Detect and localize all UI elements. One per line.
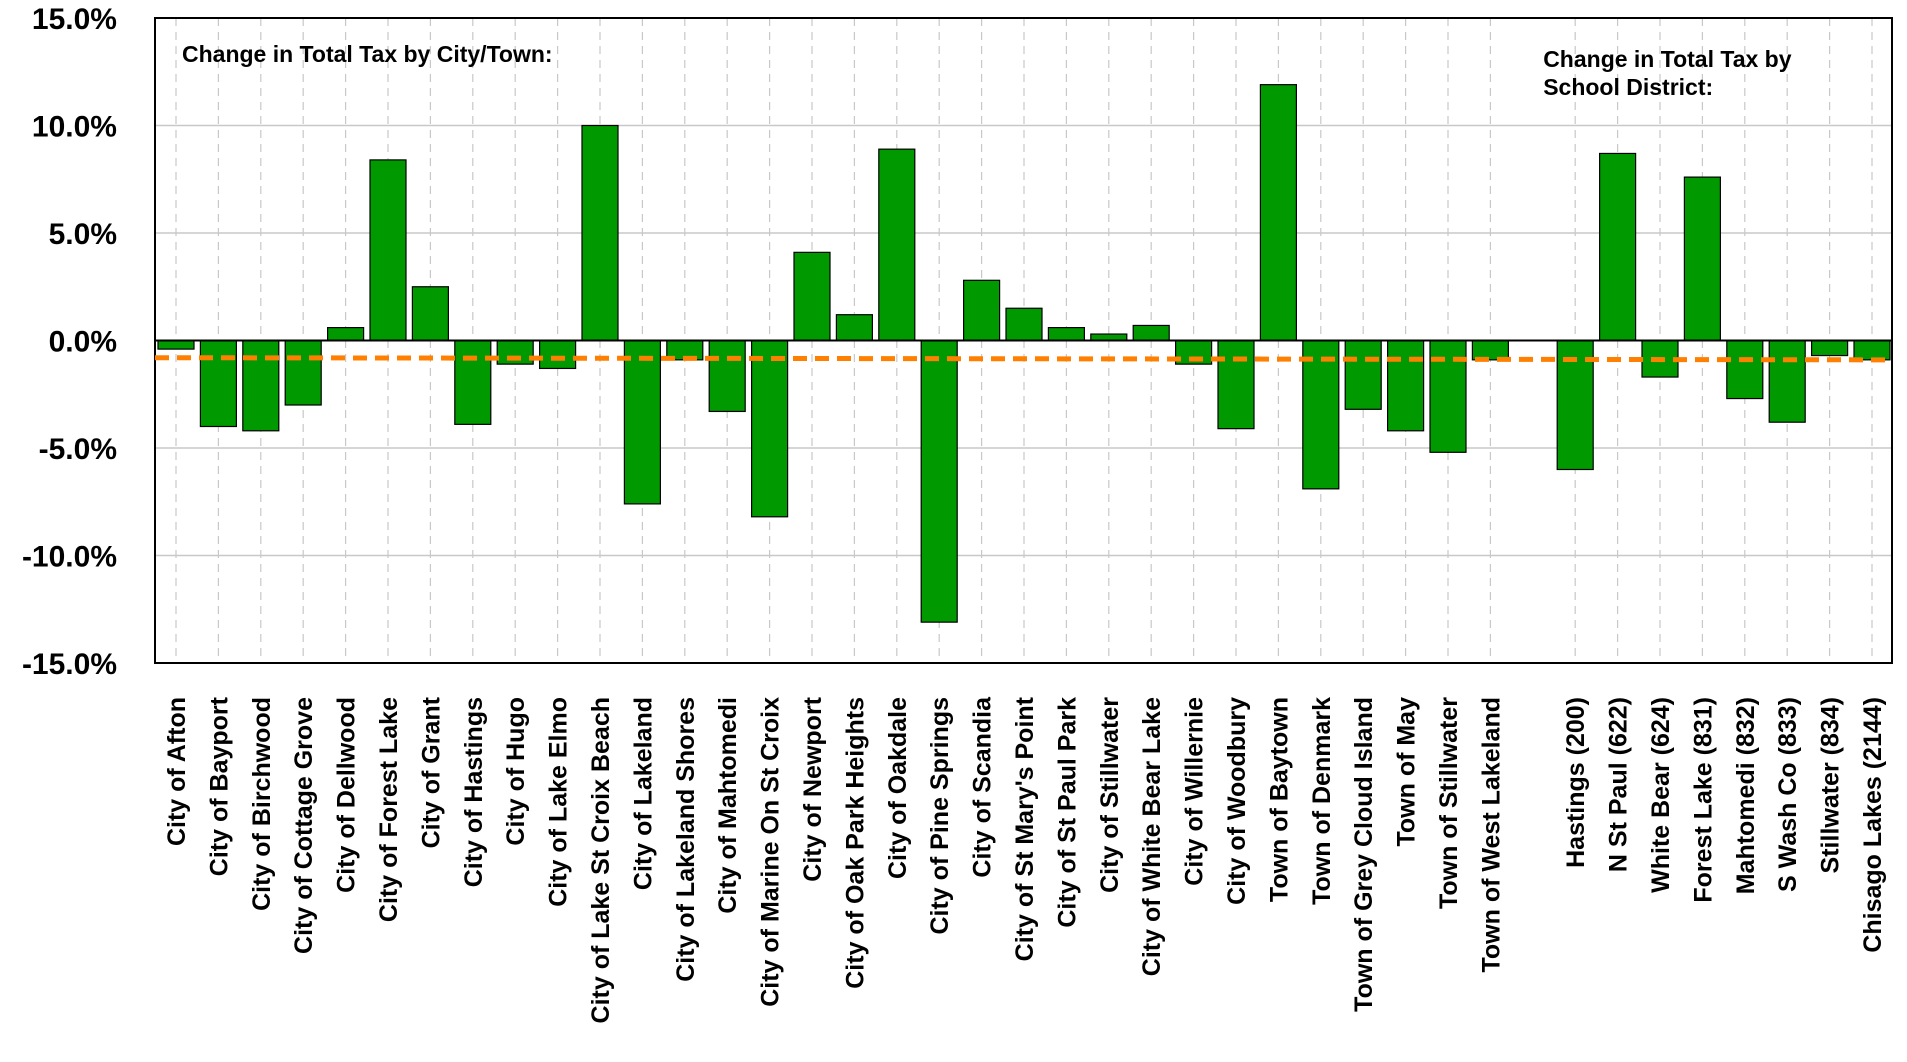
x-tick-label: Town of Grey Cloud Island [1350,697,1378,1012]
x-tick-label: City of Oak Park Heights [841,697,869,989]
y-tick-label: 0.0% [49,326,117,359]
y-tick-label: 5.0% [49,218,117,251]
bar [750,339,789,518]
x-tick-label: Stillwater (834) [1817,697,1845,873]
x-tick-label: City of St Paul Park [1053,697,1081,928]
x-tick-label: Hastings (200) [1562,697,1590,868]
bar [1853,339,1891,361]
x-axis-tick-labels: City of Afton City of Bayport City of Birc… [163,696,1887,1024]
x-tick-label: City of Forest Lake [375,697,403,922]
x-tick-label: City of Woodbury [1223,697,1251,905]
x-tick-label: City of Stillwater [1096,697,1124,893]
bar [1217,339,1255,430]
bar [623,339,662,505]
bar [1259,84,1298,342]
x-tick-label: City of Lakeland [629,697,657,890]
x-tick-label: City of Marine On St Croix [757,697,785,1007]
x-tick-label: City of Bayport [205,696,233,876]
annotation-school-district: Change in Total Tax by School District: [1543,46,1792,100]
x-tick-label: City of Pine Springs [926,697,954,935]
x-tick-label: City of White Bear Lake [1138,697,1166,976]
x-tick-label: Town of West Lakeland [1477,697,1505,973]
bar [1047,327,1086,342]
x-tick-label: City of Mahtomedi [714,697,742,914]
x-tick-label: Forest Lake (831) [1689,697,1717,903]
y-tick-label: -10.0% [22,541,117,574]
bar [157,339,195,350]
bar [1386,339,1425,432]
x-tick-label: City of Hastings [460,697,488,887]
bar [411,286,449,342]
x-tick-label: City of Lakeland Shores [672,697,700,982]
x-tick-label: N St Paul (622) [1605,697,1633,872]
bar [1726,339,1764,400]
bar [538,339,577,370]
x-tick-label: City of Lake Elmo [545,697,573,907]
bar [962,279,1001,342]
bar [1556,339,1594,471]
x-tick-label: City of Scandia [969,696,997,878]
y-tick-label: 10.0% [32,111,117,144]
bar [1344,339,1382,410]
bar [1598,152,1637,342]
average-reference-line [154,355,1893,363]
x-tick-label: City of Willernie [1181,697,1209,886]
bar [1302,339,1340,490]
x-tick-label: City of Afton [163,697,191,846]
bar [242,339,280,432]
y-tick-label: -5.0% [39,433,117,466]
x-tick-label: City of Birchwood [248,697,276,911]
bar [1132,324,1170,342]
x-tick-label: S Wash Co (833) [1774,697,1802,892]
x-tick-label: City of Oakdale [884,697,912,879]
bar [327,327,365,342]
bar [878,148,916,342]
y-axis-tick-labels: 15.0% 10.0% 5.0% 0.0% -5.0% -10.0% -15.0% [22,3,117,681]
x-tick-label: Chisago Lakes (2144) [1859,697,1887,953]
x-tick-label: Town of Denmark [1308,697,1336,905]
bar [1005,307,1043,342]
x-tick-label: White Bear (624) [1647,697,1675,893]
bar [1683,176,1722,342]
y-tick-label: -15.0% [22,648,117,681]
bar [284,339,322,406]
bar [708,339,746,413]
bar [1768,339,1806,423]
bar [581,124,619,342]
bar [1810,339,1849,357]
annotation-city-town: Change in Total Tax by City/Town: [182,41,553,67]
x-tick-label: City of Newport [799,696,827,881]
x-tick-label: City of Hugo [502,697,530,846]
x-tick-label: City of Dellwood [333,697,361,893]
x-tick-label: Mahtomedi (832) [1732,697,1760,894]
y-tick-label: 15.0% [32,3,117,36]
x-tick-label: City of St Mary's Point [1011,696,1039,961]
x-tick-label: Town of Baytown [1265,697,1293,902]
bar [454,339,492,425]
bar [920,339,958,623]
bar [793,251,831,342]
bars [157,84,1891,623]
x-tick-label: City of Cottage Grove [290,697,318,954]
x-tick-label: City of Grant [417,696,445,848]
x-tick-label: Town of Stillwater [1435,697,1463,909]
x-tick-label: Town of May [1393,697,1421,847]
x-tick-label: City of Lake St Croix Beach [587,697,615,1023]
bar [369,159,407,342]
bar [199,339,237,428]
bar [835,314,874,342]
